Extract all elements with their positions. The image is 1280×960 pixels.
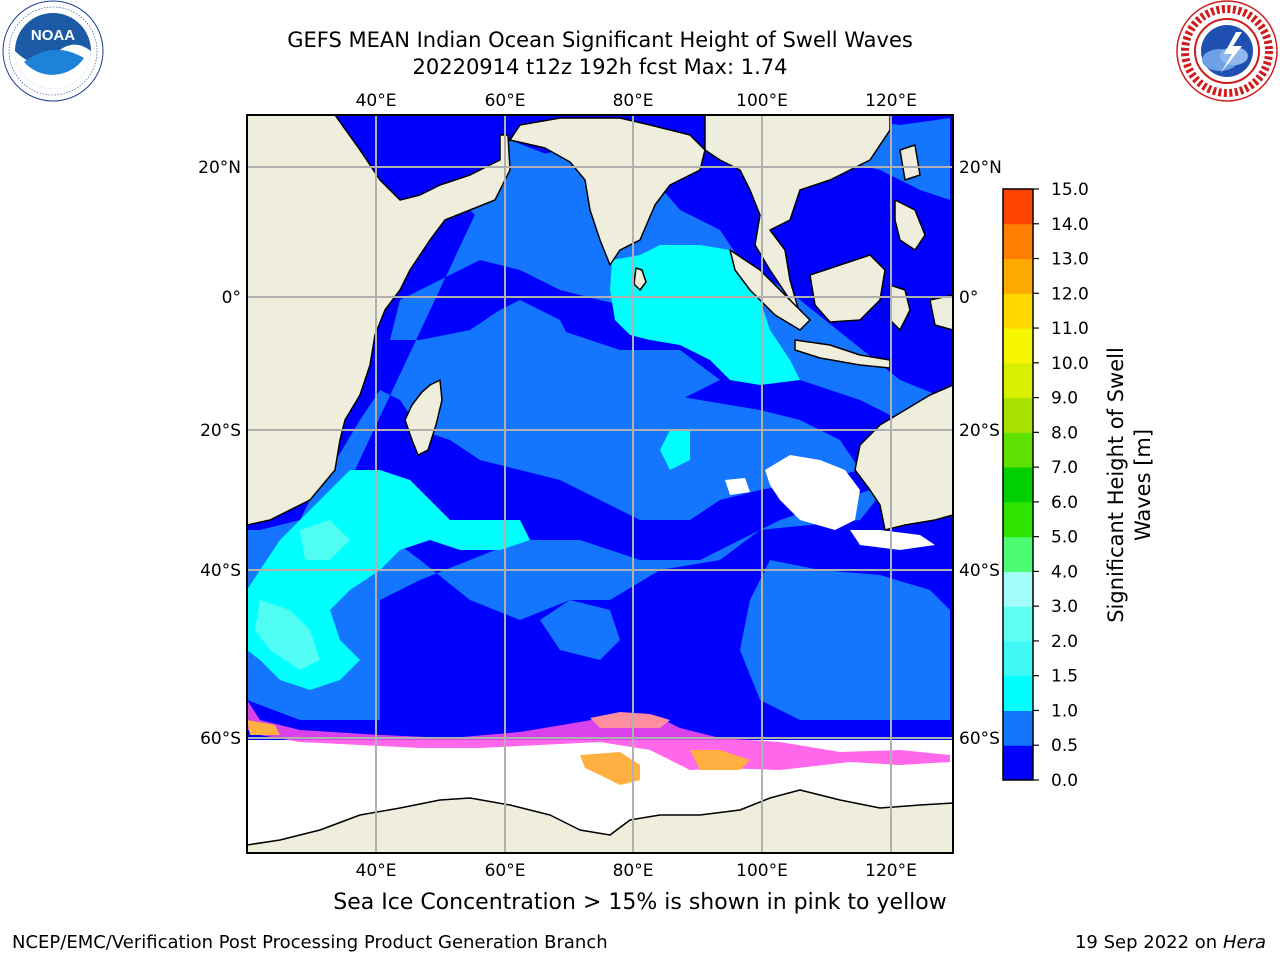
nws-logo-icon [1176, 0, 1278, 102]
colorbar-title-line2: Waves [m] [1131, 429, 1155, 541]
map-gridlines [247, 115, 953, 853]
lon-tick-bottom: 100°E [736, 861, 788, 881]
sea-ice-caption: Sea Ice Concentration > 15% is shown in … [333, 890, 947, 915]
colorbar-frame [1002, 188, 1034, 781]
colorbar-segment [1003, 501, 1033, 538]
lon-tick-top: 80°E [613, 91, 654, 111]
colorbar-tick-label: 14.0 [1051, 215, 1089, 235]
colorbar-tick-label: 6.0 [1051, 493, 1078, 513]
colorbar-segment [1003, 536, 1033, 572]
lat-tick-left: 0° [222, 288, 241, 308]
colorbar [1002, 188, 1039, 781]
chart-title: GEFS MEAN Indian Ocean Significant Heigh… [287, 28, 913, 52]
colorbar-segment [1003, 223, 1033, 260]
colorbar-segment [1003, 710, 1033, 746]
colorbar-tick-label: 1.5 [1051, 667, 1078, 687]
lat-tick-left: 20°N [198, 158, 241, 178]
lat-tick-right: 0° [959, 288, 978, 308]
colorbar-title-line1: Significant Height of Swell [1104, 347, 1128, 623]
noaa-logo-icon: NOAA [2, 0, 104, 102]
colorbar-tick-label: 13.0 [1051, 250, 1089, 270]
map-frame [246, 114, 954, 854]
colorbar-tick-label: 5.0 [1051, 528, 1078, 548]
map-plot-area [247, 115, 953, 853]
lat-tick-left: 40°S [200, 561, 241, 581]
colorbar-tick-label: 3.0 [1051, 597, 1078, 617]
colorbar-segment [1003, 328, 1033, 364]
no-data-patches [725, 455, 935, 550]
colorbar-segment [1003, 362, 1033, 399]
colorbar-tick-label: 15.0 [1051, 180, 1089, 200]
credit-text: NCEP/EMC/Verification Post Processing Pr… [12, 932, 608, 953]
colorbar-tick-label: 0.0 [1051, 771, 1078, 791]
lon-tick-top: 40°E [356, 91, 397, 111]
lon-tick-bottom: 40°E [356, 861, 397, 881]
chart-subtitle: 20220914 t12z 192h fcst Max: 1.74 [412, 55, 788, 79]
lat-tick-right: 20°S [959, 421, 1000, 441]
colorbar-tick-label: 8.0 [1051, 423, 1078, 443]
colorbar-segment [1003, 293, 1033, 329]
lon-tick-top: 120°E [865, 91, 917, 111]
colorbar-tick-label: 9.0 [1051, 389, 1078, 409]
lon-tick-top: 60°E [485, 91, 526, 111]
colorbar-segment [1003, 640, 1033, 677]
colorbar-tick-label: 10.0 [1051, 354, 1089, 374]
lon-ticks-bottom: 40°E 60°E 80°E 100°E 120°E [356, 861, 917, 881]
swell-1.5-2.0-regions [255, 520, 350, 670]
colorbar-segment [1003, 397, 1033, 433]
lat-tick-right: 60°S [959, 729, 1000, 749]
colorbar-segment [1003, 571, 1033, 607]
lon-tick-bottom: 120°E [865, 861, 917, 881]
lon-ticks-top: 40°E 60°E 80°E 100°E 120°E [356, 91, 917, 111]
lat-tick-right: 20°N [959, 158, 1002, 178]
run-date: 19 Sep 2022 on Hera [1075, 932, 1266, 953]
lon-tick-top: 100°E [736, 91, 788, 111]
sea-ice-edge [247, 700, 950, 785]
colorbar-tick-label: 1.0 [1051, 701, 1078, 721]
run-date-text: 19 Sep 2022 on [1074, 932, 1218, 953]
land-masses [247, 115, 953, 853]
colorbar-tick-label: 7.0 [1051, 458, 1078, 478]
lon-tick-bottom: 80°E [613, 861, 654, 881]
lat-tick-left: 20°S [200, 421, 241, 441]
colorbar-segment [1003, 606, 1033, 642]
lon-tick-bottom: 60°E [485, 861, 526, 881]
colorbar-segment [1003, 432, 1033, 468]
svg-text:NOAA: NOAA [31, 27, 75, 44]
colorbar-segment [1003, 189, 1033, 225]
lat-tick-right: 40°S [959, 561, 1000, 581]
colorbar-segment [1003, 258, 1033, 294]
colorbar-segment [1003, 467, 1033, 503]
colorbar-tick-label: 12.0 [1051, 284, 1089, 304]
colorbar-segment [1003, 745, 1033, 781]
run-machine: Hera [1222, 932, 1266, 953]
colorbar-tick-label: 0.5 [1051, 736, 1078, 756]
lat-ticks-left: 20°N 0° 20°S 40°S 60°S [198, 158, 241, 749]
lat-tick-left: 60°S [200, 729, 241, 749]
lat-ticks-right: 20°N 0° 20°S 40°S 60°S [959, 158, 1002, 749]
colorbar-segment [1003, 675, 1033, 711]
colorbar-tick-label: 2.0 [1051, 632, 1078, 652]
colorbar-tick-label: 11.0 [1051, 319, 1089, 339]
colorbar-tick-label: 4.0 [1051, 562, 1078, 582]
colorbar-labels: 0.0 0.5 1.0 1.5 2.0 3.0 4.0 5.0 6.0 7.0 8.0 9.0 10.0… [1051, 180, 1089, 791]
